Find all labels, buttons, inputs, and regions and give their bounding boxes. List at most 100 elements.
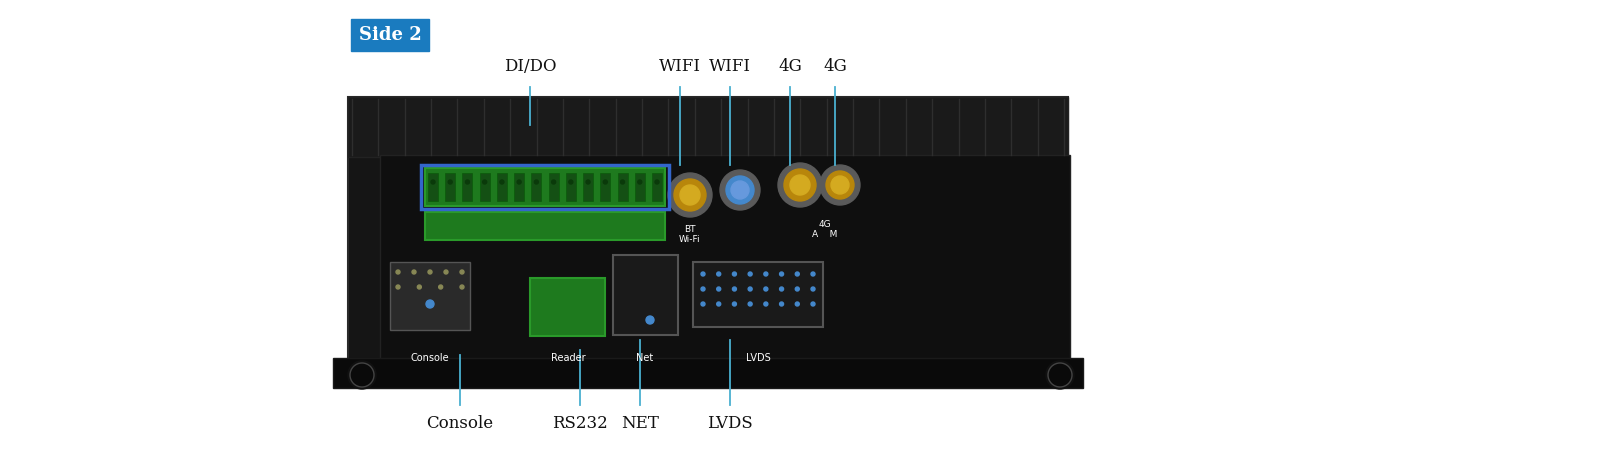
Bar (530, 278, 605, 336)
Ellipse shape (669, 173, 712, 217)
Ellipse shape (517, 180, 522, 184)
Ellipse shape (445, 270, 448, 274)
Bar (390, 262, 470, 330)
Bar (635, 173, 645, 201)
Text: WIFI: WIFI (659, 58, 701, 75)
Ellipse shape (430, 180, 435, 184)
Bar (549, 173, 558, 201)
Ellipse shape (466, 180, 469, 184)
Bar (514, 173, 525, 201)
Ellipse shape (570, 180, 573, 184)
Ellipse shape (749, 287, 752, 291)
Ellipse shape (646, 316, 654, 324)
Ellipse shape (350, 363, 374, 387)
Ellipse shape (426, 300, 434, 308)
Ellipse shape (779, 272, 784, 276)
Text: NET: NET (621, 415, 659, 432)
Bar (566, 173, 576, 201)
Ellipse shape (413, 270, 416, 274)
Text: Console: Console (411, 353, 450, 363)
Ellipse shape (1048, 363, 1072, 387)
Ellipse shape (733, 302, 736, 306)
Text: RS232: RS232 (552, 415, 608, 432)
Ellipse shape (795, 302, 800, 306)
Ellipse shape (811, 272, 814, 276)
Text: 4G: 4G (778, 58, 802, 75)
Bar (600, 173, 610, 201)
Bar (462, 173, 472, 201)
Bar (381, 155, 1070, 365)
Bar (531, 173, 541, 201)
Ellipse shape (819, 165, 861, 205)
Ellipse shape (763, 302, 768, 306)
Bar (582, 173, 594, 201)
Ellipse shape (717, 272, 720, 276)
Ellipse shape (717, 302, 720, 306)
Ellipse shape (680, 185, 701, 205)
Text: DI/DO: DI/DO (504, 58, 557, 75)
Ellipse shape (534, 180, 538, 184)
Ellipse shape (674, 179, 706, 211)
Ellipse shape (461, 270, 464, 274)
Ellipse shape (397, 270, 400, 274)
Ellipse shape (830, 176, 850, 194)
Ellipse shape (701, 272, 706, 276)
Bar (613, 255, 678, 335)
Text: 4G: 4G (822, 58, 846, 75)
Ellipse shape (438, 285, 443, 289)
Ellipse shape (763, 272, 768, 276)
Text: WIFI: WIFI (709, 58, 750, 75)
Ellipse shape (552, 180, 555, 184)
Ellipse shape (778, 163, 822, 207)
Ellipse shape (733, 287, 736, 291)
Ellipse shape (720, 170, 760, 210)
Text: Reader: Reader (550, 353, 586, 363)
Ellipse shape (586, 180, 590, 184)
Ellipse shape (731, 181, 749, 199)
Ellipse shape (779, 287, 784, 291)
Ellipse shape (811, 302, 814, 306)
Bar (349, 97, 1069, 362)
Ellipse shape (701, 302, 706, 306)
Ellipse shape (483, 180, 486, 184)
Ellipse shape (811, 287, 814, 291)
Bar (445, 173, 456, 201)
Ellipse shape (701, 287, 706, 291)
Bar (618, 173, 627, 201)
Ellipse shape (397, 285, 400, 289)
Text: LVDS: LVDS (746, 353, 770, 363)
Ellipse shape (826, 171, 854, 199)
Ellipse shape (621, 180, 624, 184)
Ellipse shape (749, 302, 752, 306)
Ellipse shape (448, 180, 453, 184)
Bar (421, 165, 669, 209)
Bar (429, 173, 438, 201)
Ellipse shape (603, 180, 608, 184)
Bar (426, 168, 666, 206)
Text: Console: Console (427, 415, 493, 432)
Bar (426, 212, 666, 240)
Ellipse shape (717, 287, 720, 291)
Text: Side 2: Side 2 (358, 26, 421, 44)
Ellipse shape (795, 272, 800, 276)
Ellipse shape (638, 180, 642, 184)
Ellipse shape (749, 272, 752, 276)
Ellipse shape (429, 270, 432, 274)
Ellipse shape (784, 169, 816, 201)
Ellipse shape (654, 180, 659, 184)
Bar (349, 97, 1069, 157)
Ellipse shape (779, 302, 784, 306)
Text: LVDS: LVDS (707, 415, 754, 432)
Bar (498, 173, 507, 201)
Bar (653, 173, 662, 201)
Ellipse shape (733, 272, 736, 276)
Ellipse shape (461, 285, 464, 289)
Ellipse shape (726, 176, 754, 204)
Ellipse shape (763, 287, 768, 291)
Ellipse shape (418, 285, 421, 289)
Bar (693, 262, 822, 327)
Ellipse shape (795, 287, 800, 291)
Bar (333, 358, 1083, 388)
Text: 4G
A    M: 4G A M (813, 220, 838, 239)
Ellipse shape (349, 361, 376, 389)
